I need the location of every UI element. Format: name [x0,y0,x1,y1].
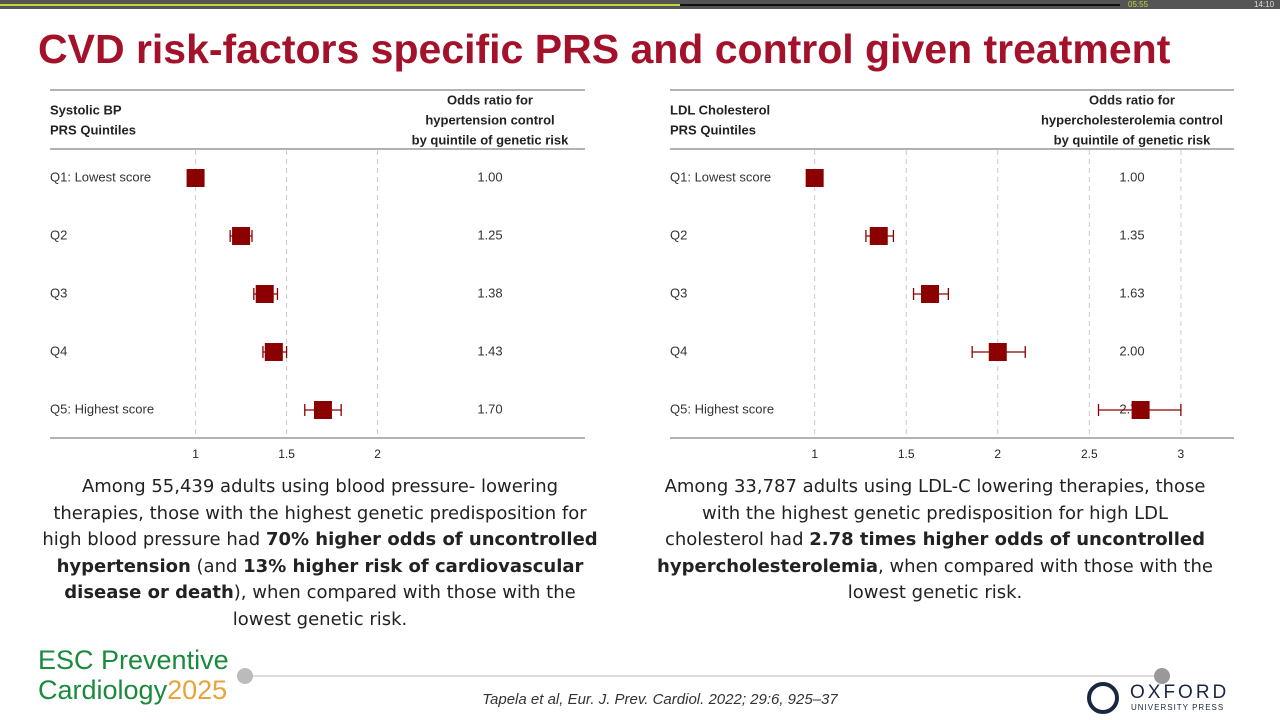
publisher-sub: UNIVERSITY PRESS [1131,703,1224,712]
value-header: Odds ratio for [1089,92,1175,107]
value-label: 1.00 [477,169,502,184]
caption-text: 70% higher odds of uncontrolled hyperten… [56,529,598,577]
value-header: hypertension control [425,112,554,127]
caption: Among 55,439 adults using blood pressure… [40,474,600,633]
publisher: OXFORD [1130,682,1229,703]
oxford-logo [1087,682,1119,714]
point-estimate [264,343,283,361]
x-tick-label: 3 [1178,447,1185,461]
point-estimate [232,227,251,245]
caption-text: ), when compared with those with the low… [232,582,576,630]
value-header: hypercholesterolemia control [1041,112,1223,127]
category-label: Q4 [670,343,687,358]
value-label: 1.25 [477,227,502,242]
value-header: by quintile of genetic risk [412,132,570,147]
value-label: 2.00 [1119,343,1144,358]
point-estimate [921,285,940,303]
elapsed-time: 05:55 [1128,0,1149,9]
row-header: PRS Quintiles [670,122,756,137]
category-label: Q1: Lowest score [670,169,771,184]
total-time: 14:10 [1254,0,1275,9]
caption-text: 2.78 times higher odds of uncontrolled h… [657,529,1205,577]
point-estimate [988,343,1007,361]
row-header: Systolic BP [50,102,122,117]
value-label: 1.38 [477,285,502,300]
caption-text: , when compared with those with the lowe… [847,555,1213,604]
value-label: 1.43 [477,343,502,358]
congress-name: Cardiology [38,675,168,705]
congress-logo: Cardiology2025 [38,675,227,705]
point-estimate [186,169,205,187]
caption: Among 33,787 adults using LDL-C lowering… [655,474,1215,607]
category-label: Q4 [50,343,67,358]
x-tick-label: 2 [374,447,381,461]
x-tick-label: 1 [192,447,199,461]
citation: Tapela et al, Eur. J. Prev. Cardiol. 202… [482,691,838,708]
category-label: Q2 [670,227,687,242]
caption-text: 13% higher risk of cardiovascular diseas… [64,555,584,604]
value-header: Odds ratio for [447,92,533,107]
row-header: PRS Quintiles [50,122,136,137]
point-estimate [255,285,274,303]
point-estimate [313,401,332,419]
point-estimate [1131,401,1150,419]
value-label: 1.63 [1119,285,1144,300]
x-tick-label: 2.5 [1081,447,1098,461]
category-label: Q3 [50,285,67,300]
congress-year: 2025 [167,675,228,705]
category-label: Q1: Lowest score [50,169,151,184]
x-tick-label: 2 [994,447,1001,461]
x-tick-label: 1.5 [898,447,915,461]
value-header: by quintile of genetic risk [1054,132,1212,147]
category-label: Q5: Highest score [670,401,774,416]
x-tick-label: 1 [811,447,818,461]
value-label: 1.70 [477,401,502,416]
caption-text: (and [190,555,244,577]
x-tick-label: 1.5 [278,447,295,461]
value-label: 1.35 [1119,227,1144,242]
category-label: Q3 [670,285,687,300]
caption-text: Among 33,787 adults using LDL-C lowering… [664,476,1206,550]
point-estimate [869,227,888,245]
value-label: 1.00 [1119,169,1144,184]
rule-dot [237,668,253,684]
caption-text: Among 55,439 adults using blood pressure… [42,476,587,550]
point-estimate [805,169,824,187]
category-label: Q2 [50,227,67,242]
category-label: Q5: Highest score [50,401,154,416]
slide-title: CVD risk-factors specific PRS and contro… [38,26,1171,72]
congress-logo: ESC Preventive [38,645,229,675]
rule-dot [1154,668,1170,684]
row-header: LDL Cholesterol [670,102,770,117]
